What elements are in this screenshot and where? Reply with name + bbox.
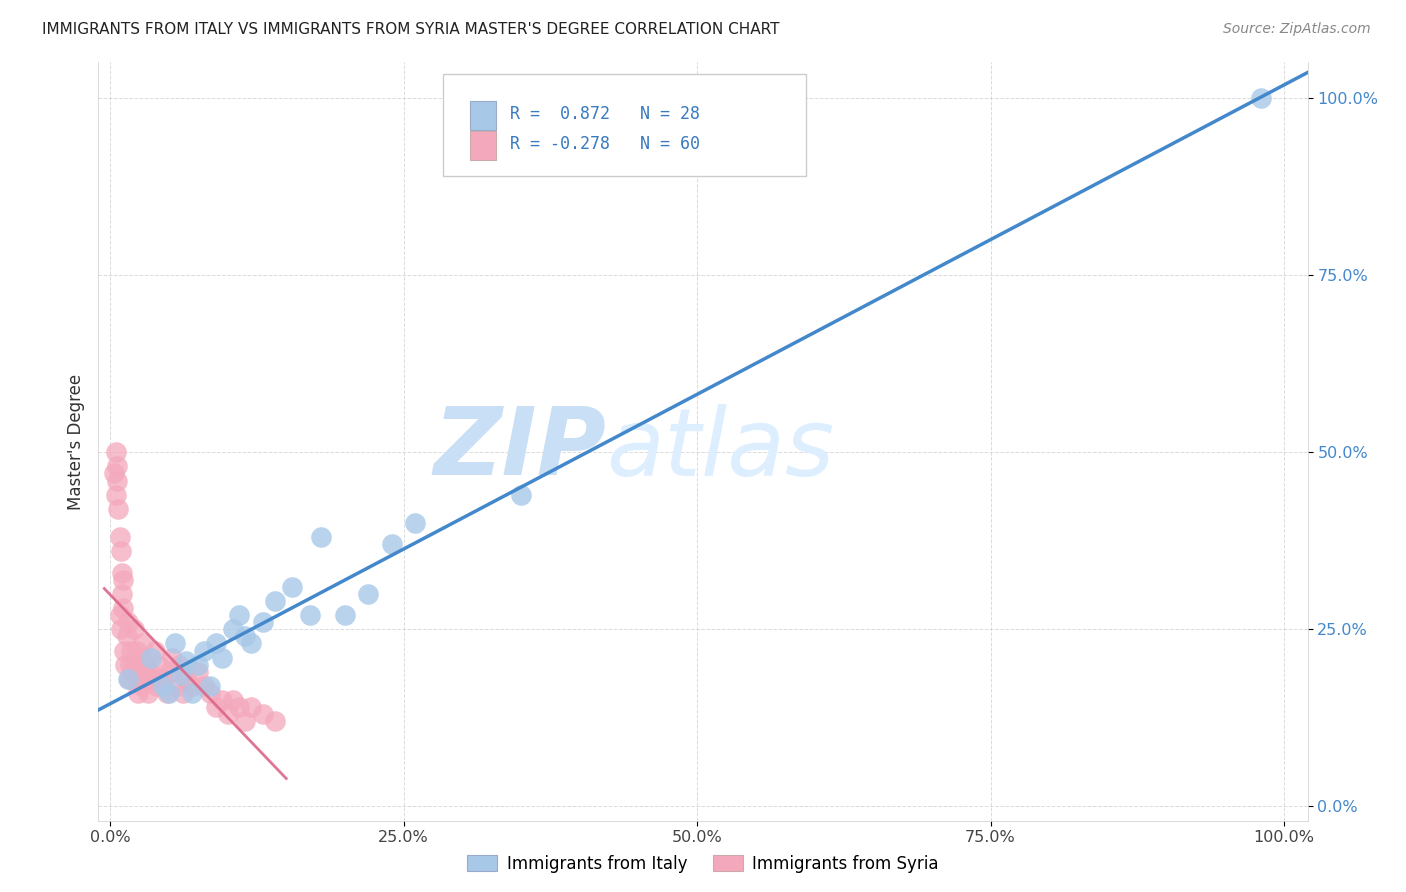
Point [233, 714, 256, 729]
FancyBboxPatch shape [470, 101, 496, 130]
Point [108, 530, 131, 544]
Point [131, 679, 153, 693]
Point [281, 580, 304, 594]
Text: IMMIGRANTS FROM ITALY VS IMMIGRANTS FROM SYRIA MASTER'S DEGREE CORRELATION CHART: IMMIGRANTS FROM ITALY VS IMMIGRANTS FROM… [42, 22, 780, 37]
Point [263, 714, 285, 729]
Point [105, 459, 128, 474]
Point [198, 686, 221, 700]
Point [107, 501, 129, 516]
Point [169, 657, 191, 672]
Point [117, 672, 139, 686]
Point [162, 650, 184, 665]
Point [148, 657, 170, 672]
Point [120, 643, 142, 657]
Point [172, 686, 194, 700]
Point [240, 700, 263, 714]
Point [127, 643, 149, 657]
Point [198, 679, 221, 693]
Point [187, 657, 209, 672]
Point [139, 665, 162, 679]
Point [111, 587, 134, 601]
Point [114, 657, 136, 672]
Point [141, 650, 163, 665]
Point [298, 608, 321, 623]
Point [181, 686, 204, 700]
Point [204, 700, 226, 714]
Point [132, 636, 155, 650]
Point [157, 686, 180, 700]
Point [118, 672, 141, 686]
Point [129, 650, 152, 665]
Point [157, 665, 180, 679]
Point [193, 679, 215, 693]
Point [222, 693, 245, 707]
Point [155, 686, 177, 700]
Point [311, 530, 333, 544]
Point [357, 587, 380, 601]
Text: ZIP: ZIP [433, 403, 606, 495]
Y-axis label: Master's Degree: Master's Degree [66, 374, 84, 509]
Point [143, 643, 166, 657]
FancyBboxPatch shape [470, 131, 496, 161]
Point [187, 665, 209, 679]
Point [108, 608, 131, 623]
Point [152, 672, 174, 686]
Text: Source: ZipAtlas.com: Source: ZipAtlas.com [1223, 22, 1371, 37]
Point [252, 615, 274, 630]
Point [115, 629, 138, 643]
Point [1250, 91, 1272, 105]
Point [211, 693, 233, 707]
Point [211, 650, 233, 665]
Point [112, 573, 135, 587]
Point [103, 467, 125, 481]
Point [228, 608, 250, 623]
Point [146, 679, 169, 693]
Point [141, 672, 163, 686]
Point [105, 445, 128, 459]
Point [136, 686, 159, 700]
Point [112, 643, 135, 657]
Point [110, 623, 132, 637]
Point [125, 672, 148, 686]
Point [105, 488, 128, 502]
Point [222, 623, 245, 637]
Text: R =  0.872   N = 28: R = 0.872 N = 28 [509, 105, 700, 123]
Point [152, 679, 174, 693]
Point [165, 679, 187, 693]
Point [204, 636, 226, 650]
Point [134, 657, 156, 672]
FancyBboxPatch shape [443, 74, 806, 177]
Point [122, 623, 145, 637]
Point [176, 654, 198, 668]
Point [228, 700, 250, 714]
Point [124, 657, 146, 672]
Point [240, 636, 263, 650]
Point [128, 665, 150, 679]
Point [127, 686, 149, 700]
Point [333, 608, 356, 623]
Point [381, 537, 404, 551]
Point [112, 601, 135, 615]
Point [181, 679, 204, 693]
Point [252, 707, 274, 722]
Point [117, 615, 139, 630]
Point [233, 629, 256, 643]
Point [121, 665, 143, 679]
Point [217, 707, 239, 722]
Legend: Immigrants from Italy, Immigrants from Syria: Immigrants from Italy, Immigrants from S… [460, 848, 946, 880]
Point [193, 643, 215, 657]
Point [120, 657, 142, 672]
Point [110, 544, 132, 558]
Point [163, 636, 186, 650]
Point [404, 516, 426, 530]
Point [263, 594, 285, 608]
Text: R = -0.278   N = 60: R = -0.278 N = 60 [509, 136, 700, 153]
Point [169, 668, 191, 682]
Point [134, 672, 156, 686]
Point [510, 488, 533, 502]
Point [111, 566, 134, 580]
Text: atlas: atlas [606, 403, 835, 495]
Point [105, 474, 128, 488]
Point [176, 672, 198, 686]
